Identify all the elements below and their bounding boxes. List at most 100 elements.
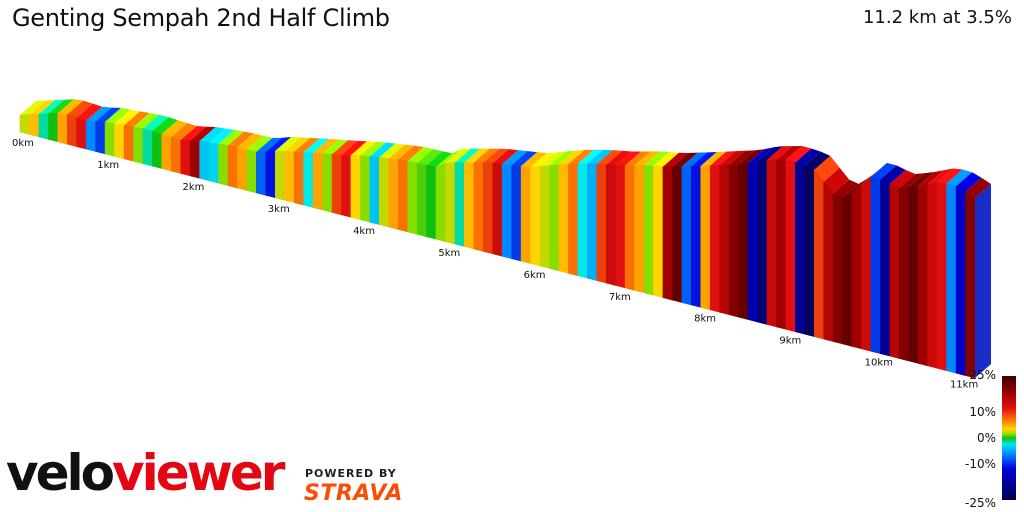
profile-segment [170, 136, 182, 174]
km-tick-label: 6km [524, 270, 546, 281]
profile-segment [577, 163, 588, 279]
profile-segment [738, 162, 749, 320]
strava-logo: STRAVA [304, 481, 403, 506]
profile-segment [265, 150, 276, 199]
profile-top-segment [417, 149, 443, 166]
profile-top-segment [332, 140, 358, 155]
profile-segment [133, 126, 144, 165]
profile-segment [293, 151, 304, 206]
profile-segment [322, 153, 333, 213]
profile-top-segment [889, 170, 916, 189]
profile-top-segment [20, 100, 46, 115]
profile-segment [473, 162, 484, 252]
profile-top-segment [379, 143, 405, 159]
profile-segment [152, 130, 163, 169]
veloviewer-logo: veloviewer [6, 448, 285, 498]
profile-segment [936, 182, 947, 372]
profile-segment [587, 163, 598, 281]
profile-top-segment [596, 150, 623, 165]
profile-segment [624, 165, 635, 291]
profile-segment [303, 152, 314, 208]
profile-segment [360, 155, 371, 223]
climb-summary: 11.2 km at 3.5% [862, 7, 1012, 28]
profile-top-segment [606, 150, 632, 166]
profile-segment [672, 166, 683, 303]
powered-by-text: POWERED BY [305, 467, 397, 480]
profile-top-segment [748, 147, 774, 164]
profile-segment [19, 114, 30, 135]
profile-top-segment [530, 152, 557, 168]
legend-label-minus-10: -10% [964, 457, 996, 471]
profile-segment [189, 140, 200, 179]
profile-top-segment [199, 127, 226, 143]
profile-segment [180, 139, 191, 177]
profile-segment [104, 121, 115, 157]
profile-top-segment [927, 168, 954, 185]
profile-segment [511, 164, 522, 262]
profile-top-segment [653, 152, 679, 167]
profile-segment [766, 159, 777, 328]
profile-top-segment [67, 100, 93, 118]
profile-top-segment [303, 138, 330, 153]
profile-segment [350, 154, 361, 221]
profile-segment [927, 182, 938, 369]
profile-top-segment [426, 151, 453, 168]
profile-top-segment [842, 178, 869, 198]
profile-top-segment [852, 171, 878, 193]
profile-top-segment [228, 131, 254, 148]
profile-segment [795, 162, 806, 335]
km-tick-label: 0km [12, 138, 34, 149]
profile-top-segment [388, 144, 415, 160]
km-tick-label: 2km [183, 182, 205, 193]
profile-top-segment [521, 152, 547, 168]
profile-top-segment [133, 113, 159, 129]
profile-segment [48, 112, 59, 143]
legend-label-25: 25% [969, 368, 996, 382]
profile-segment [691, 165, 702, 308]
profile-segment [256, 151, 267, 196]
profile-segment [208, 142, 219, 184]
profile-segment [870, 176, 881, 355]
profile-top-segment [804, 151, 831, 170]
profile-top-segment [965, 177, 991, 199]
profile-top-segment [729, 150, 755, 165]
km-tick-label: 8km [694, 314, 716, 325]
profile-segment [123, 124, 134, 162]
profile-segment [369, 156, 380, 225]
gradient-legend-bar [1002, 376, 1016, 500]
profile-segment [284, 151, 295, 204]
profile-top-segment [209, 128, 235, 145]
profile-top-segment [880, 165, 906, 185]
profile-top-segment [190, 126, 216, 142]
profile-top-segment [483, 148, 509, 164]
profile-segment [842, 191, 853, 347]
profile-top-segment [766, 146, 793, 161]
profile-top-segment [757, 146, 783, 162]
profile-segment [397, 159, 408, 233]
profile-top-segment [558, 149, 585, 165]
profile-top-segment [956, 172, 982, 192]
profile-segment [823, 180, 834, 342]
profile-top-segment [918, 170, 944, 186]
profile-top-segment [256, 137, 282, 152]
profile-top-segment [672, 152, 698, 167]
profile-top-segment [540, 151, 566, 167]
profile-top-segment [615, 151, 642, 166]
profile-top-segment [870, 162, 897, 180]
profile-segment [832, 193, 843, 345]
profile-top-segment [369, 142, 396, 158]
chart-title: Genting Sempah 2nd Half Climb [12, 4, 390, 32]
profile-segment [889, 183, 900, 359]
profile-segment [861, 176, 872, 352]
profile-top-segment [237, 133, 263, 150]
profile-segment [29, 113, 40, 138]
profile-segment [416, 162, 427, 238]
profile-segment [596, 163, 607, 284]
profile-top-segment [445, 148, 471, 164]
profile-top-segment [436, 149, 462, 168]
profile-top-segment [662, 152, 689, 167]
profile-segment [539, 165, 550, 269]
profile-segment [246, 149, 257, 194]
profile-segment [312, 152, 323, 211]
profile-segment [331, 153, 342, 216]
